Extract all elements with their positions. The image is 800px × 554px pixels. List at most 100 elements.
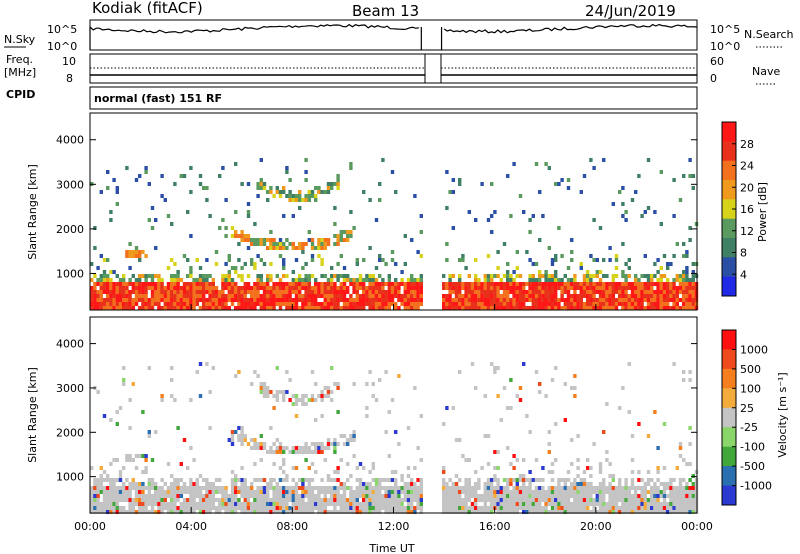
velocity-cell	[506, 506, 510, 510]
power-cell	[557, 302, 561, 306]
power-cell	[214, 286, 219, 290]
power-cell	[490, 294, 494, 298]
velocity-cell	[442, 490, 446, 494]
velocity-cell	[240, 426, 244, 430]
velocity-cell	[554, 498, 558, 502]
velocity-cell	[310, 478, 315, 482]
velocity-cell	[342, 442, 347, 446]
power-cell	[602, 298, 606, 302]
power-cell	[490, 298, 494, 302]
velocity-cell	[518, 486, 523, 490]
velocity-cell	[314, 494, 318, 498]
velocity-cell	[547, 450, 551, 454]
velocity-cell	[112, 510, 116, 514]
power-cell	[346, 286, 350, 290]
power-cell	[387, 274, 391, 278]
velocity-cell	[499, 486, 503, 490]
power-cell	[106, 258, 110, 262]
velocity-cell	[141, 490, 145, 494]
velocity-cell	[323, 510, 327, 514]
power-cell	[595, 270, 599, 274]
power-cell	[195, 294, 199, 298]
power-cell	[573, 298, 577, 302]
velocity-cell	[141, 486, 145, 490]
power-cell	[170, 294, 174, 298]
power-cell	[682, 254, 686, 258]
velocity-cell	[189, 486, 193, 490]
power-cell	[118, 286, 123, 290]
power-cell	[483, 302, 487, 306]
power-cell	[99, 254, 103, 258]
power-cell	[390, 302, 395, 306]
velocity-cell	[688, 490, 692, 494]
velocity-cell	[371, 498, 375, 502]
power-cell	[621, 274, 625, 278]
velocity-cell	[256, 506, 260, 510]
power-cell	[282, 214, 286, 218]
velocity-cell	[522, 478, 526, 482]
velocity-cell	[240, 490, 244, 494]
power-cell	[323, 190, 327, 194]
power-cell	[678, 286, 683, 290]
velocity-cell	[493, 466, 497, 470]
power-cell	[547, 246, 551, 250]
power-cell	[490, 230, 494, 234]
velocity-cell	[650, 502, 654, 506]
velocity-cell	[531, 510, 535, 514]
velocity-cell	[483, 394, 487, 398]
power-cell	[224, 286, 228, 290]
power-cell	[502, 282, 507, 286]
power-cell	[656, 298, 660, 302]
velocity-ytick-label: 3000	[56, 382, 84, 395]
power-cell	[502, 298, 507, 302]
velocity-cell	[163, 494, 167, 498]
velocity-cell	[154, 490, 158, 494]
velocity-cell	[640, 478, 644, 482]
velocity-cell	[522, 502, 526, 506]
power-cell	[198, 294, 203, 298]
velocity-cell	[566, 502, 571, 506]
velocity-cell	[518, 386, 523, 390]
power-cell	[662, 274, 667, 278]
velocity-cell	[528, 502, 532, 506]
velocity-cell	[99, 474, 103, 478]
velocity-cell	[109, 494, 113, 498]
power-cell	[515, 286, 519, 290]
power-cell	[682, 242, 686, 246]
power-cell	[499, 286, 503, 290]
velocity-cell	[282, 486, 286, 490]
power-cell	[198, 286, 203, 290]
power-cell	[336, 302, 340, 306]
velocity-cell	[394, 478, 398, 482]
power-cell	[170, 306, 174, 310]
velocity-cell	[115, 458, 119, 462]
power-cell	[486, 282, 491, 286]
velocity-cell	[317, 490, 321, 494]
velocity-cell	[544, 490, 548, 494]
power-cell	[106, 186, 110, 190]
power-cell	[259, 182, 263, 186]
velocity-cell	[534, 498, 539, 502]
velocity-cell	[451, 482, 455, 486]
velocity-cell	[323, 386, 327, 390]
velocity-cell	[250, 486, 254, 490]
velocity-cell	[646, 502, 651, 506]
power-cell	[349, 162, 353, 166]
power-heatmap-cells	[90, 158, 699, 310]
power-cell	[557, 278, 561, 282]
velocity-cell	[285, 486, 289, 490]
velocity-cell	[134, 494, 139, 498]
velocity-cell	[464, 494, 468, 498]
velocity-cell	[195, 486, 199, 490]
velocity-cell	[166, 490, 171, 494]
velocity-cell	[374, 398, 379, 402]
velocity-cell	[304, 506, 308, 510]
power-cell	[400, 302, 404, 306]
velocity-cell	[618, 406, 622, 410]
velocity-cell	[451, 506, 455, 510]
velocity-cell	[474, 482, 478, 486]
velocity-cell	[563, 510, 567, 514]
power-cell	[362, 282, 366, 286]
velocity-cell	[147, 434, 151, 438]
velocity-cell	[211, 482, 215, 486]
